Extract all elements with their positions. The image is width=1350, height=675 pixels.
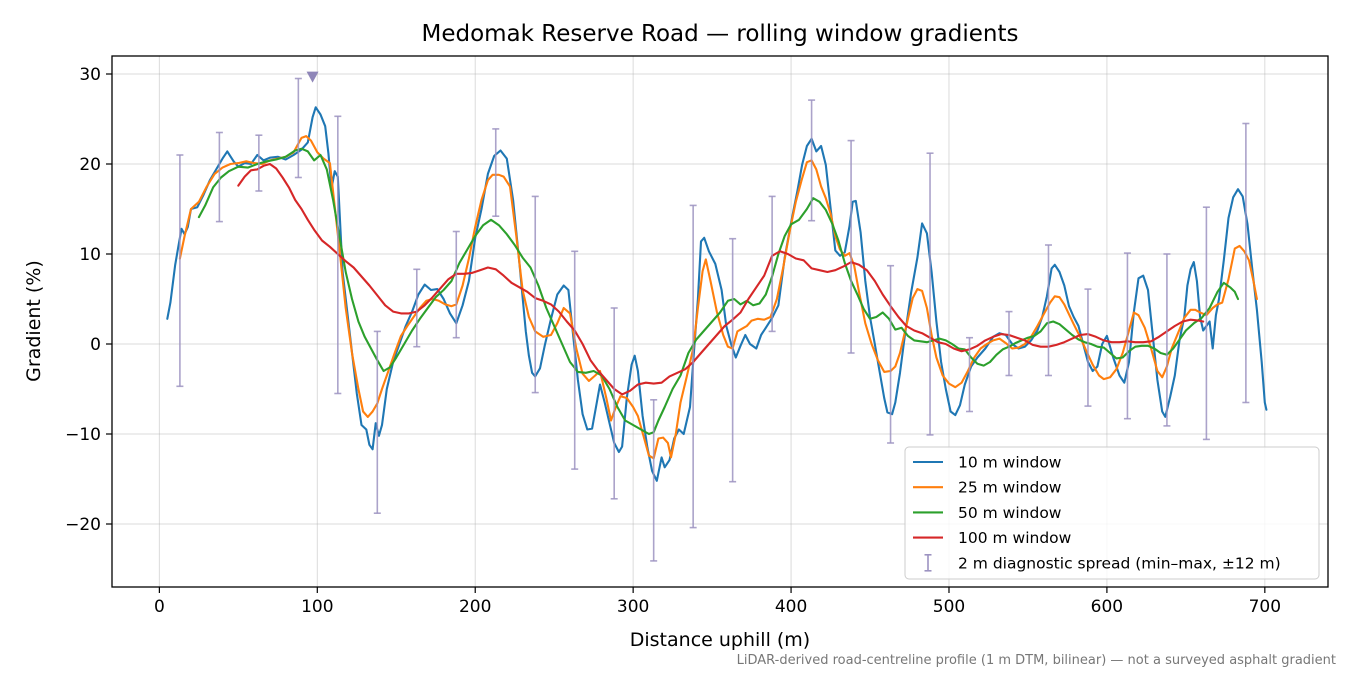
plot-frame xyxy=(111,55,1329,588)
y-tick-label: −20 xyxy=(65,515,101,535)
legend-label: 10 m window xyxy=(958,454,1062,472)
y-tick-label: 10 xyxy=(79,245,101,265)
errorbar xyxy=(808,99,816,222)
errorbar xyxy=(689,204,697,529)
errorbar xyxy=(452,230,460,339)
series-line-100-m-window xyxy=(237,162,1205,396)
series-layer xyxy=(166,71,1268,562)
errorbar xyxy=(1123,252,1131,420)
legend-label: 100 m window xyxy=(958,529,1072,547)
x-axis: 0 100 200 300 400 500 600 700 xyxy=(154,587,1281,617)
footnote: LiDAR-derived road-centreline profile (1… xyxy=(737,653,1336,668)
y-axis: −20 −10 0 10 20 30 xyxy=(65,65,112,535)
legend-item: 50 m window xyxy=(913,504,1062,522)
x-tick-label: 0 xyxy=(154,597,165,617)
x-tick-label: 500 xyxy=(933,597,965,617)
errorbar xyxy=(768,195,776,333)
errorbar xyxy=(294,77,302,179)
errorbar xyxy=(531,195,539,394)
errorbar xyxy=(1242,122,1250,404)
errorbar xyxy=(926,152,934,436)
errorbar xyxy=(492,128,500,217)
errorbar-series xyxy=(176,77,1250,562)
y-tick-label: −10 xyxy=(65,425,101,445)
x-tick-label: 100 xyxy=(301,597,333,617)
errorbar xyxy=(413,268,421,348)
legend-item: 25 m window xyxy=(913,479,1062,497)
errorbar xyxy=(1044,244,1052,377)
errorbar xyxy=(571,250,579,470)
errorbar xyxy=(1084,288,1092,407)
errorbar xyxy=(610,307,618,500)
errorbar xyxy=(650,398,658,562)
x-tick-label: 600 xyxy=(1091,597,1123,617)
legend-label: 2 m diagnostic spread (min–max, ±12 m) xyxy=(958,554,1281,572)
errorbar xyxy=(1163,253,1171,427)
max-gradient-marker xyxy=(306,71,319,83)
errorbar xyxy=(373,330,381,515)
legend-item: 10 m window xyxy=(913,454,1062,472)
series-line-25-m-window xyxy=(178,135,1258,460)
legend-box xyxy=(904,446,1320,580)
errorbar xyxy=(176,154,184,388)
legend-label: 25 m window xyxy=(958,479,1062,497)
errorbar xyxy=(1005,310,1013,377)
errorbar xyxy=(966,336,974,413)
errorbar xyxy=(847,139,855,354)
errorbar xyxy=(729,237,737,483)
series-line-10-m-window xyxy=(166,106,1268,482)
x-tick-label: 200 xyxy=(459,597,491,617)
y-tick-label: 0 xyxy=(90,335,101,355)
legend-item: 100 m window xyxy=(913,529,1072,547)
x-tick-label: 400 xyxy=(775,597,807,617)
legend: 10 m window 25 m window 50 m window 100 m w… xyxy=(904,446,1320,580)
y-tick-label: 30 xyxy=(79,65,101,85)
x-tick-label: 300 xyxy=(617,597,649,617)
chart-title: Medomak Reserve Road — rolling window gr… xyxy=(421,21,1018,47)
errorbar xyxy=(887,264,895,444)
legend-label: 50 m window xyxy=(958,504,1062,522)
errorbar xyxy=(1202,206,1210,441)
y-axis-label: Gradient (%) xyxy=(23,260,45,382)
x-axis-label: Distance uphill (m) xyxy=(630,629,810,651)
errorbar xyxy=(255,134,263,192)
y-tick-label: 20 xyxy=(79,155,101,175)
errorbar xyxy=(215,131,223,223)
series-line-50-m-window xyxy=(197,147,1240,436)
errorbar xyxy=(334,115,342,395)
x-tick-label: 700 xyxy=(1249,597,1281,617)
legend-item: 2 m diagnostic spread (min–max, ±12 m) xyxy=(924,553,1281,572)
